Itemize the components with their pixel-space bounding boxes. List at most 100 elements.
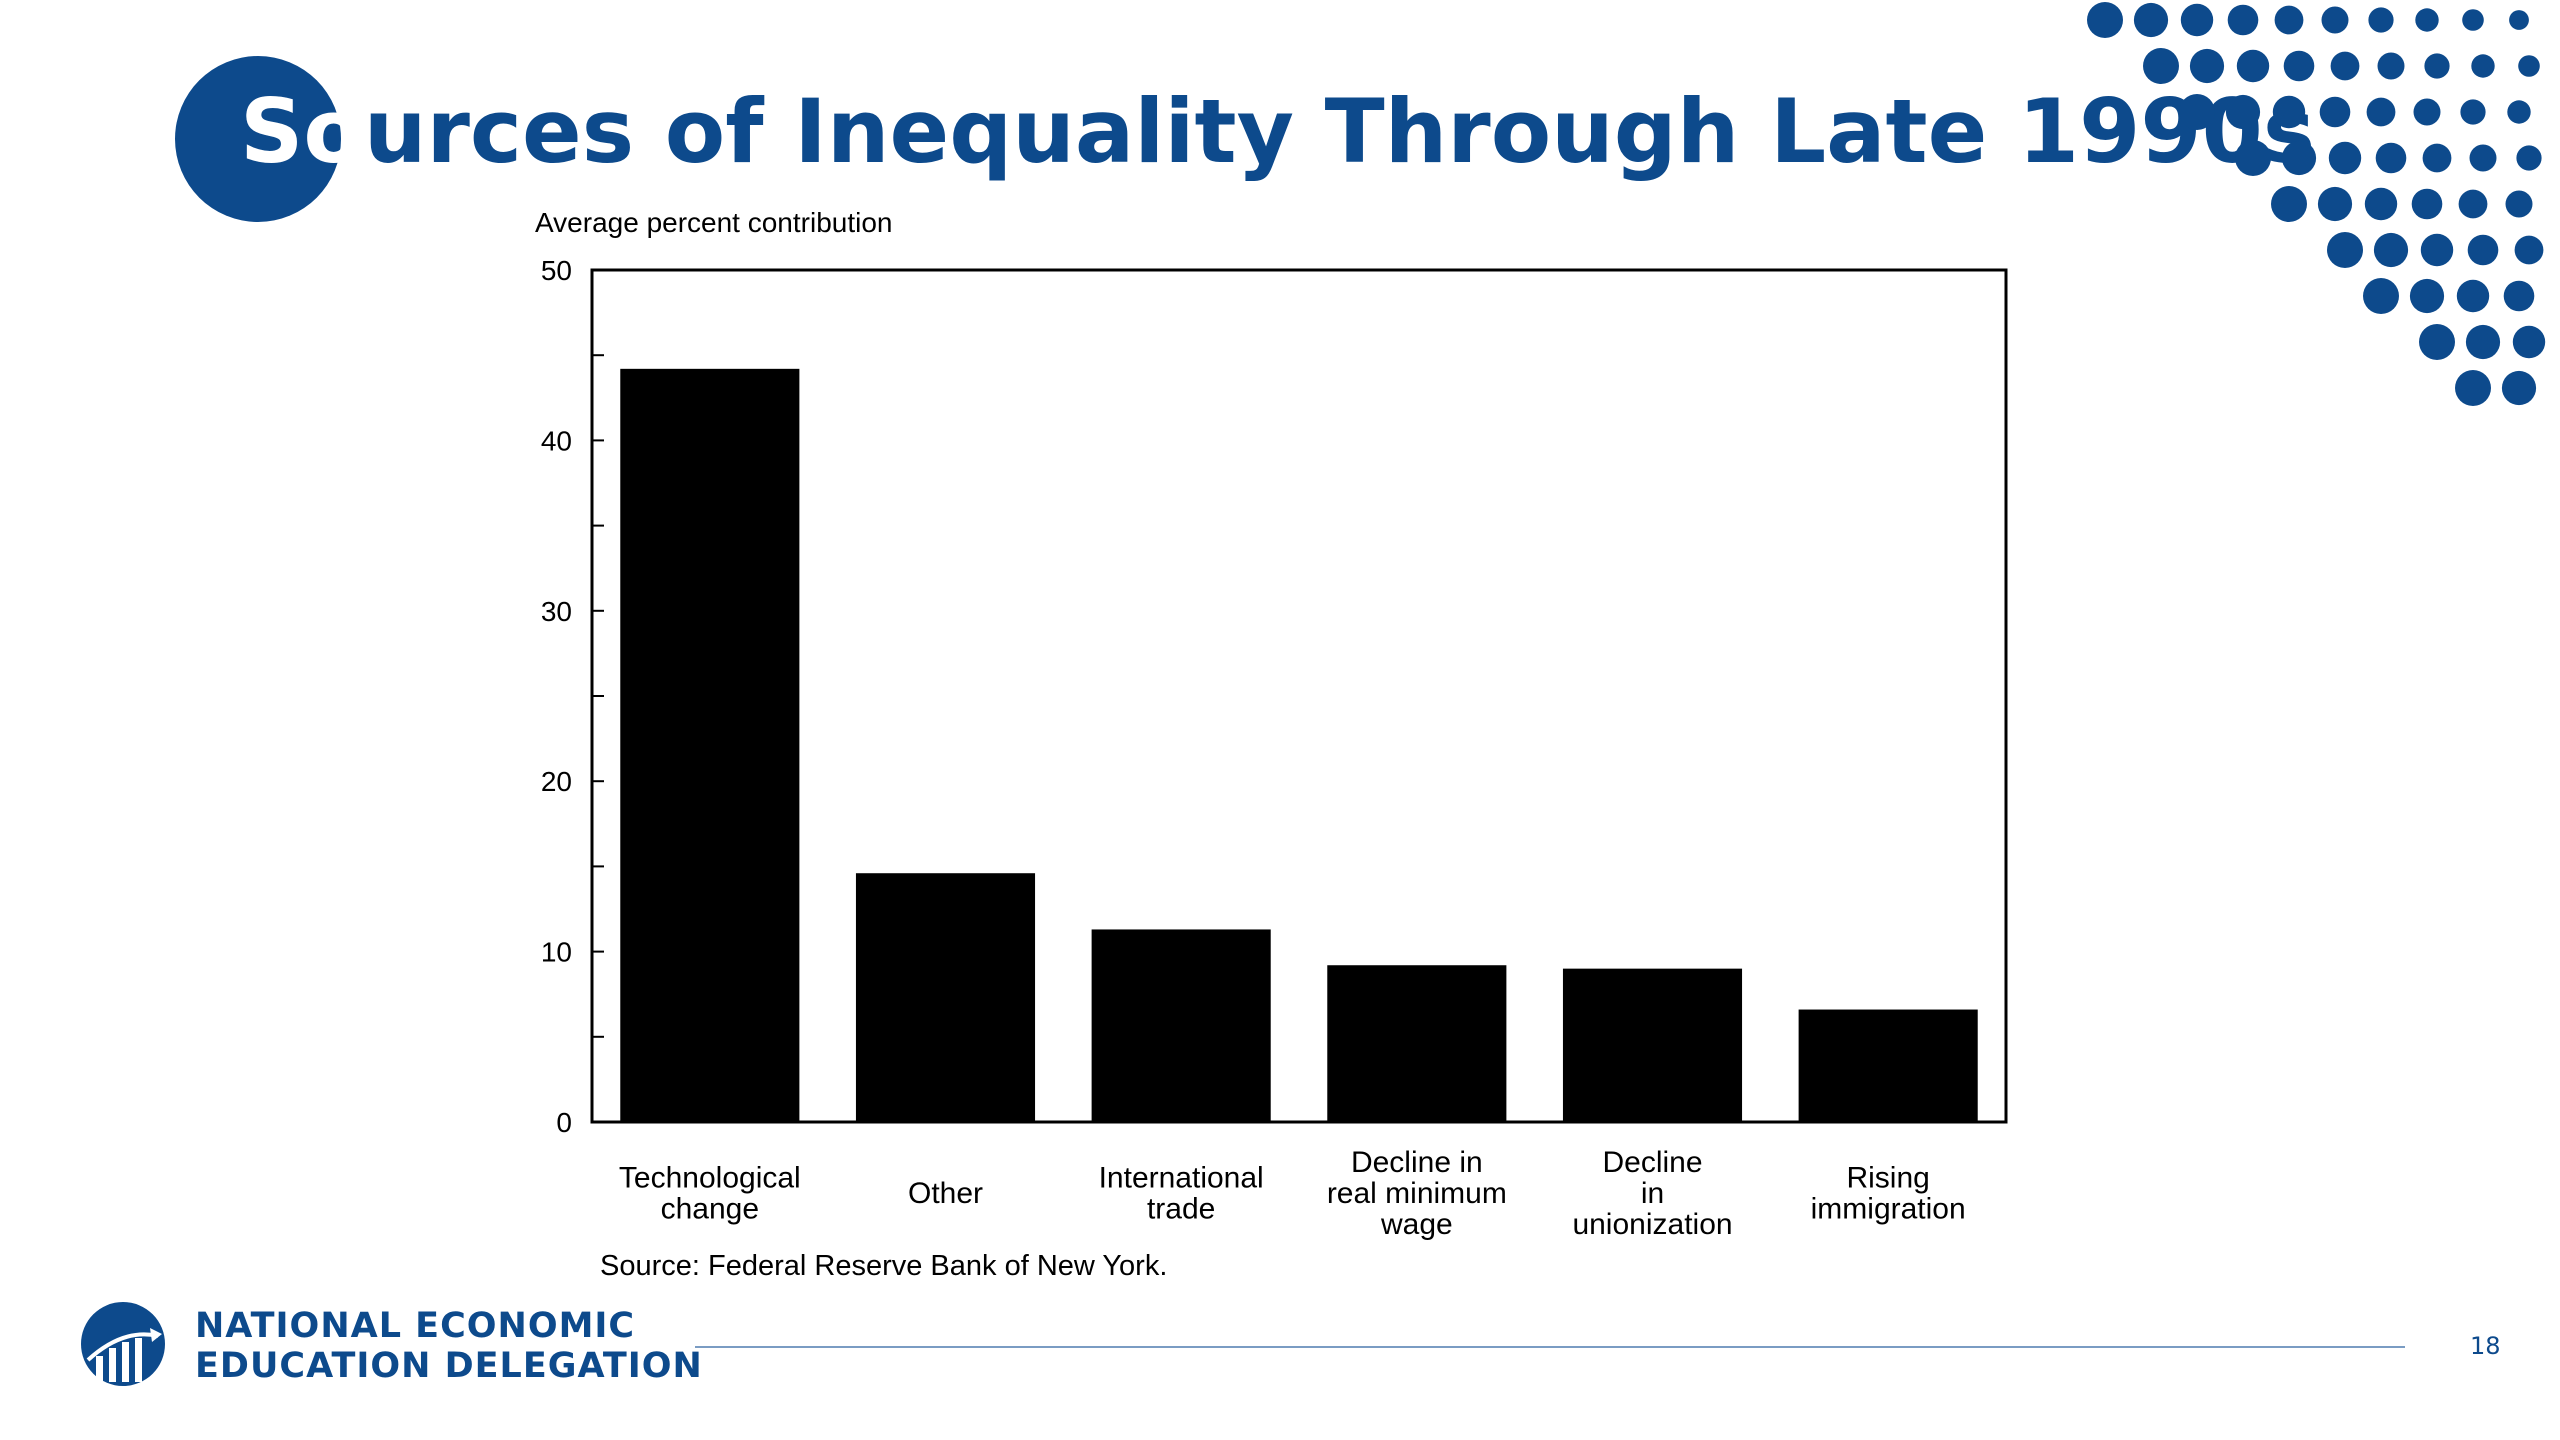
- title-rest: urces of Inequality Through Late 1990s: [363, 80, 2316, 183]
- decor-dot: [2413, 98, 2441, 126]
- x-tick-label-line: Technological: [619, 1162, 801, 1195]
- decor-dot: [2455, 370, 2491, 406]
- decor-dot: [2283, 50, 2315, 82]
- decor-dot: [2458, 189, 2488, 219]
- bar-chart: Average percent contribution 0 10 20 30 40 50 T…: [535, 207, 2008, 1282]
- bar: [1091, 929, 1271, 1122]
- decor-dot: [2363, 278, 2399, 314]
- decor-dot: [2456, 279, 2490, 313]
- y-tick-label: 40: [541, 425, 572, 456]
- x-tick-label: Decline in unionization: [1572, 1146, 1732, 1241]
- decor-dot: [2424, 53, 2450, 79]
- decor-dot: [2373, 232, 2409, 268]
- decor-dot: [2420, 233, 2454, 267]
- plot-frame: [590, 268, 2008, 1124]
- decor-dot: [2469, 144, 2497, 172]
- decor-dot: [2366, 97, 2396, 127]
- x-tick-label-line: real minimum: [1327, 1177, 1507, 1210]
- org-name-line-1: NATIONAL ECONOMIC: [195, 1306, 636, 1346]
- x-tick-label: Decline in real minimum wage: [1327, 1146, 1507, 1241]
- decor-dot: [2409, 278, 2445, 314]
- decor-dot: [2225, 94, 2261, 130]
- bar: [855, 873, 1036, 1122]
- decor-dot: [2236, 49, 2270, 83]
- x-tick-label: International trade: [1099, 1162, 1264, 1226]
- decor-dot: [2368, 7, 2394, 33]
- bar: [1562, 968, 1743, 1122]
- decor-dot: [2377, 52, 2405, 80]
- decor-dot: [2272, 95, 2306, 129]
- x-tick-label-line: trade: [1147, 1193, 1215, 1226]
- title-circle-decoration: [175, 56, 341, 222]
- decor-dot: [2179, 94, 2215, 130]
- decor-dot: [2462, 9, 2484, 31]
- bar: [1798, 1009, 1978, 1122]
- decor-dot: [2317, 186, 2353, 222]
- y-tick-label: 20: [541, 766, 572, 797]
- y-axis-label: Average percent contribution: [535, 207, 893, 238]
- decor-dot: [2087, 2, 2123, 38]
- footer-divider: [695, 1346, 2405, 1348]
- x-tick-label-line: Decline in: [1351, 1146, 1483, 1179]
- decor-dot: [2133, 2, 2169, 38]
- decor-dot: [2501, 370, 2537, 406]
- decor-dot: [2419, 324, 2455, 360]
- decor-dot: [2189, 48, 2225, 84]
- y-tick-label: 30: [541, 596, 572, 627]
- decor-dot: [2411, 188, 2443, 220]
- x-tick-label-line: change: [661, 1193, 759, 1226]
- x-tick-label: Technological change: [619, 1162, 801, 1226]
- bar: [1327, 965, 1507, 1122]
- page-title: Sources of Inequality Through Late 1990s: [240, 72, 2315, 192]
- decor-dot: [2465, 324, 2501, 360]
- decor-dot: [2503, 280, 2535, 312]
- decor-dot: [2505, 190, 2533, 218]
- x-tick-label-line: immigration: [1811, 1193, 1966, 1226]
- decor-dot: [2271, 186, 2307, 222]
- x-tick-label-line: in: [1641, 1177, 1664, 1210]
- bar: [620, 368, 800, 1122]
- x-tick-label-line: Rising: [1846, 1162, 1929, 1195]
- decor-dot: [2415, 8, 2439, 32]
- decor-dot: [2235, 140, 2271, 176]
- decor-dot: [2375, 142, 2407, 174]
- x-tick-label: Rising immigration: [1811, 1162, 1966, 1226]
- decor-dot: [2507, 100, 2531, 124]
- dot-pattern-decoration: [2087, 2, 2546, 406]
- decor-dot: [2512, 325, 2546, 359]
- decor-dot: [2328, 141, 2362, 175]
- decor-dot: [2143, 48, 2179, 84]
- x-tick-label-line: unionization: [1572, 1208, 1732, 1241]
- chart-in-globe-icon: [81, 1302, 165, 1386]
- decor-dot: [2274, 5, 2304, 35]
- decor-dot: [2364, 187, 2398, 221]
- decor-dot: [2467, 234, 2499, 266]
- y-tick-label: 10: [541, 937, 572, 968]
- decor-dot: [2422, 143, 2452, 173]
- decor-dot: [2321, 6, 2349, 34]
- title-lead: So: [240, 80, 364, 183]
- decor-dot: [2227, 4, 2259, 36]
- decor-dot: [2180, 3, 2214, 37]
- y-tick-label: 50: [541, 255, 572, 286]
- decor-dot: [2281, 140, 2317, 176]
- decor-dot: [2471, 54, 2495, 78]
- decor-dot: [2327, 232, 2363, 268]
- chart-source: Source: Federal Reserve Bank of New York…: [600, 1250, 1167, 1282]
- x-tick-label-line: wage: [1380, 1208, 1453, 1241]
- x-tick-label-line: International: [1099, 1162, 1264, 1195]
- page-number: 18: [2470, 1332, 2501, 1360]
- decor-dot: [2518, 55, 2540, 77]
- decor-dot: [2460, 99, 2486, 125]
- decor-dot: [2330, 51, 2360, 81]
- x-tick-label-line: Other: [908, 1177, 983, 1210]
- x-tick-label-line: Decline: [1602, 1146, 1702, 1179]
- org-name-line-2: EDUCATION DELEGATION: [195, 1346, 703, 1386]
- y-tick-label: 0: [556, 1107, 572, 1138]
- decor-dot: [2509, 10, 2529, 30]
- x-tick-label: Other: [908, 1177, 983, 1210]
- decor-dot: [2319, 96, 2351, 128]
- decor-dot: [2514, 235, 2544, 265]
- decor-dot: [2516, 145, 2542, 171]
